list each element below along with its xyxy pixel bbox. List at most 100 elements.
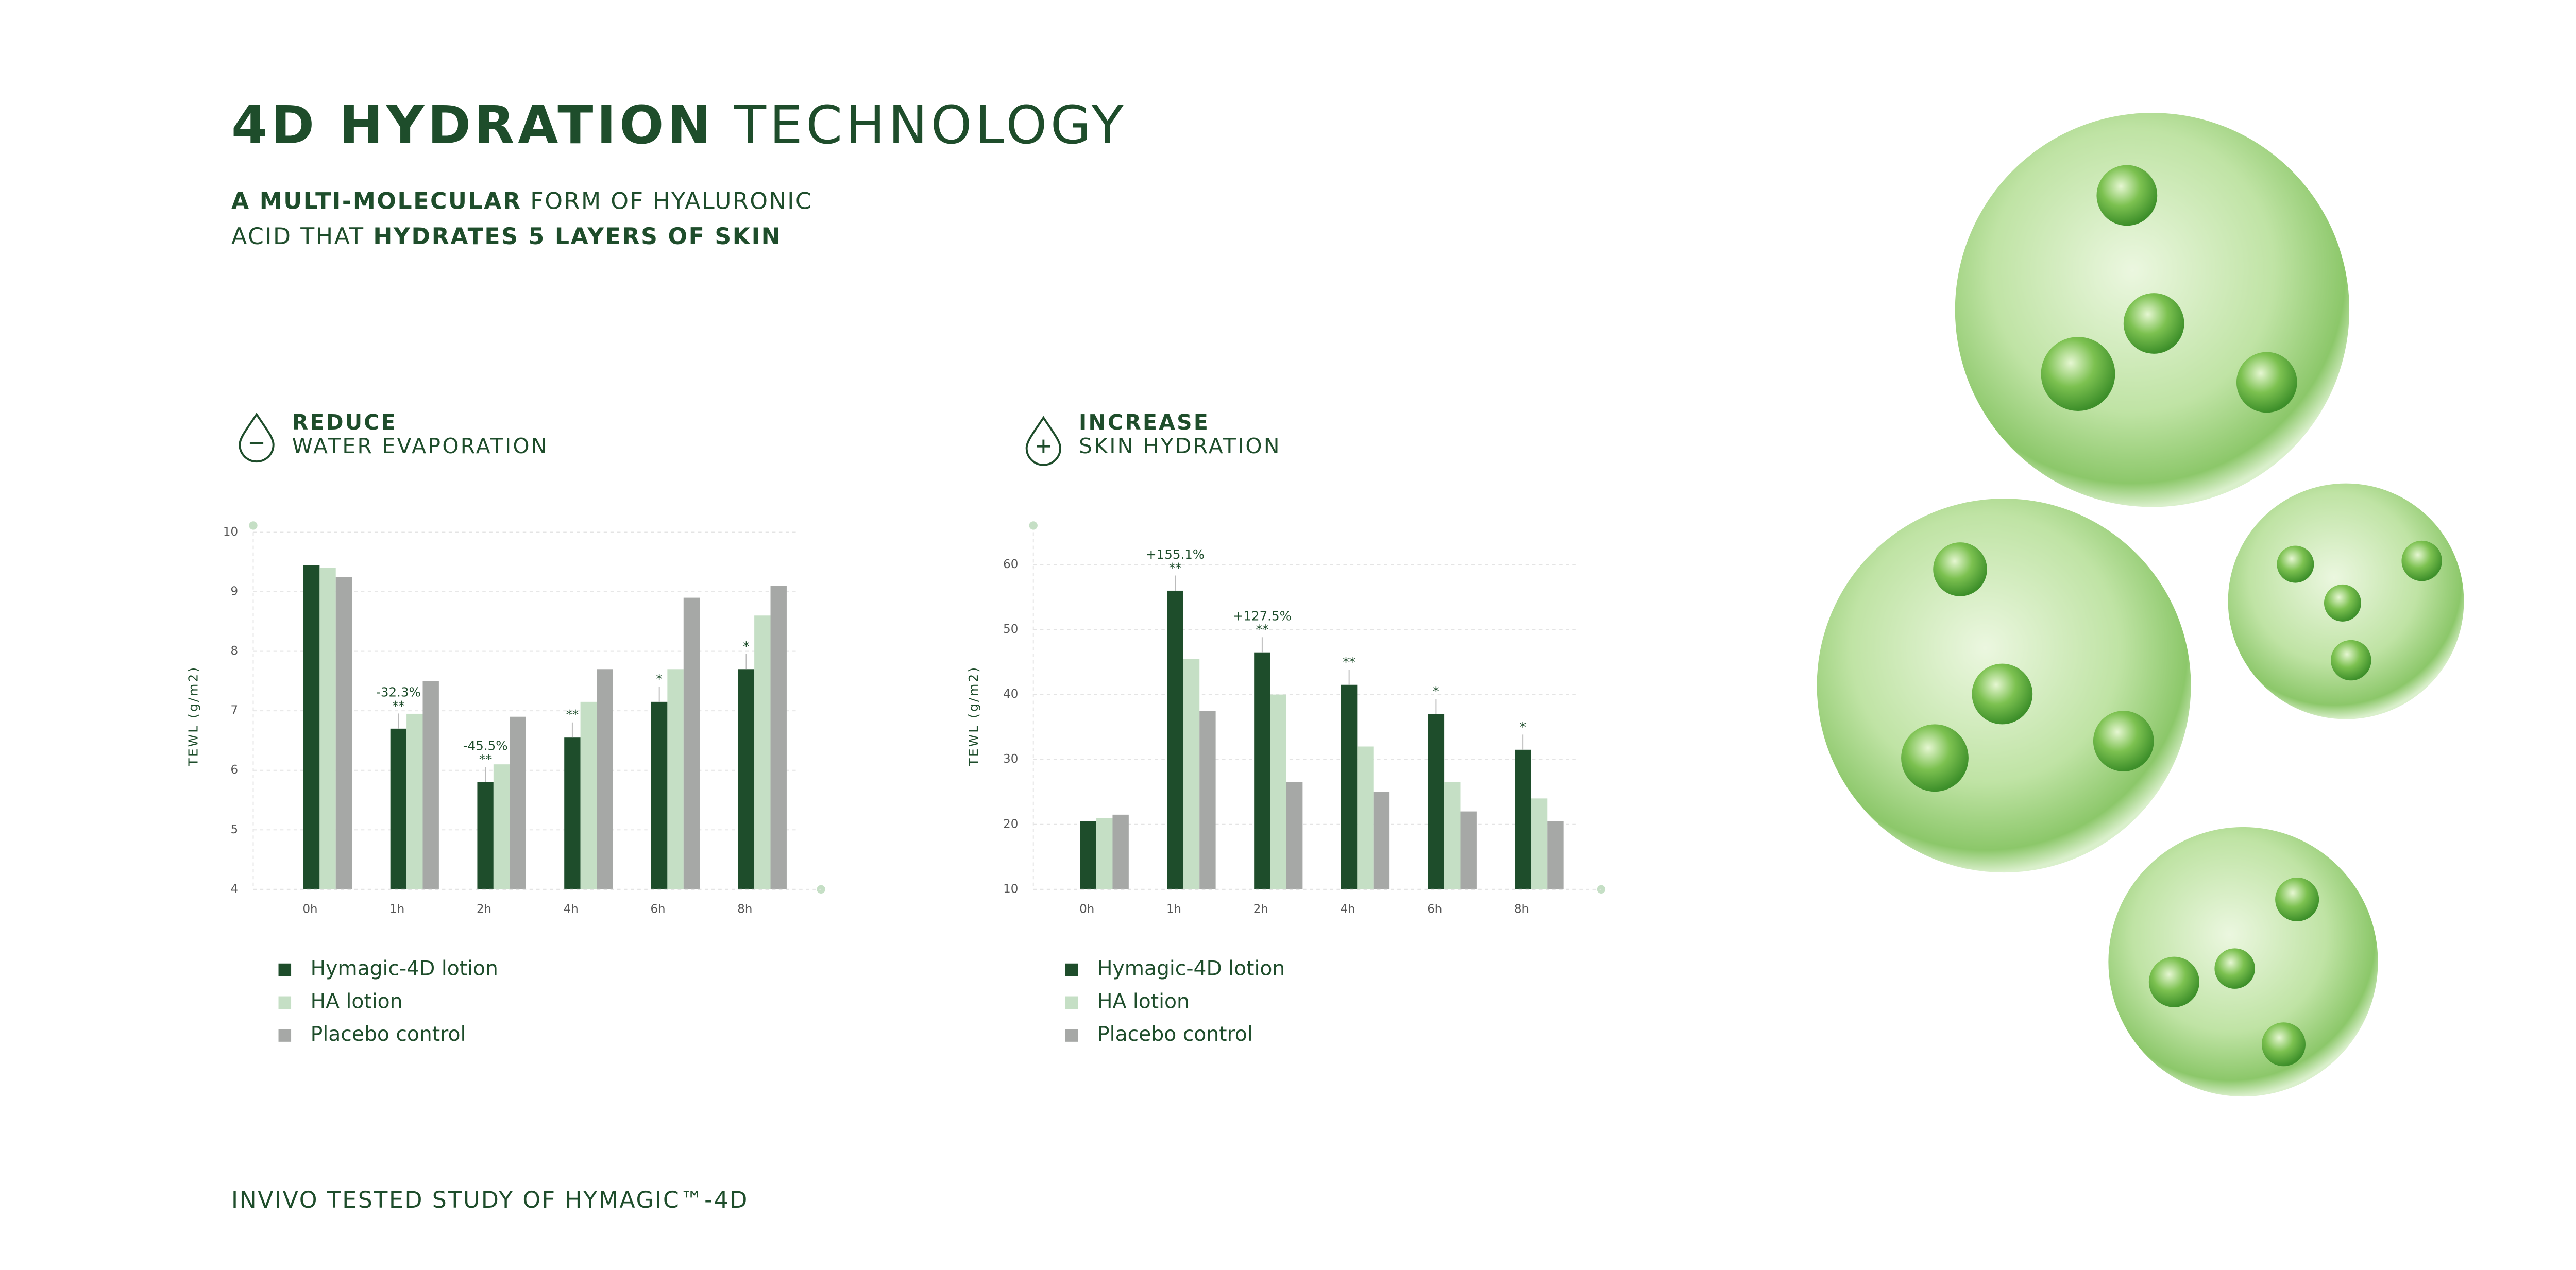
icon-plus-drop xyxy=(1025,416,1062,466)
bar xyxy=(1270,694,1286,889)
legend-swatch xyxy=(1065,996,1078,1009)
y-tick-label: 10 xyxy=(1003,882,1018,896)
y-tick-label: 5 xyxy=(230,823,238,836)
legend-swatch xyxy=(278,996,292,1009)
legend-swatch xyxy=(1065,1029,1078,1042)
significance-label: * xyxy=(743,639,749,654)
y-tick-label: 9 xyxy=(230,585,238,598)
bar xyxy=(510,716,526,889)
subtitle-line: A MULTI-MOLECULAR FORM OF HYALURONIC xyxy=(231,188,812,215)
bar xyxy=(303,565,320,889)
bar xyxy=(1460,811,1477,889)
significance-label: * xyxy=(656,672,663,687)
chart-subtitle: SKIN HYDRATION xyxy=(1079,434,1281,458)
title-bold: 4D HYDRATION xyxy=(231,95,714,156)
bar xyxy=(319,568,336,889)
footer: INVIVO TESTED STUDY OF HYMAGIC™-4D xyxy=(231,1187,749,1213)
significance-label: ** xyxy=(1343,655,1355,670)
bar xyxy=(683,597,700,889)
x-tick-label: 1h xyxy=(1166,903,1181,916)
bar xyxy=(493,764,510,889)
legend-label: Hymagic-4D lotion xyxy=(311,957,498,981)
bar xyxy=(651,701,668,889)
axis-dot xyxy=(1597,885,1606,894)
bar xyxy=(770,586,787,889)
bar xyxy=(1199,711,1216,889)
bar xyxy=(1515,749,1531,889)
legend-label: Placebo control xyxy=(1097,1023,1253,1046)
legend-swatch xyxy=(278,1029,292,1042)
bar xyxy=(1428,714,1445,889)
significance-label: ** xyxy=(1256,622,1269,637)
legend-label: HA lotion xyxy=(311,990,403,1013)
hyaluronic-bubbles xyxy=(1817,113,2464,1097)
subtitle-line: ACID THAT HYDRATES 5 LAYERS OF SKIN xyxy=(231,224,782,250)
y-tick-label: 60 xyxy=(1003,558,1018,571)
bar xyxy=(564,737,581,889)
x-tick-label: 4h xyxy=(1340,903,1355,916)
y-tick-label: 7 xyxy=(230,704,238,717)
bubble xyxy=(1817,499,2191,873)
y-tick-label: 8 xyxy=(230,644,238,658)
x-tick-label: 8h xyxy=(1514,903,1529,916)
subtitle-bold: HYDRATES 5 LAYERS OF SKIN xyxy=(373,224,782,250)
legend-swatch xyxy=(278,963,292,976)
chart-title: REDUCE xyxy=(292,410,397,435)
x-tick-label: 0h xyxy=(302,903,317,916)
y-axis-label: TEWL (g/m2) xyxy=(186,666,201,767)
icon-minus-drop xyxy=(239,413,275,463)
y-tick-label: 20 xyxy=(1003,817,1018,831)
bar xyxy=(1357,746,1374,889)
bubble xyxy=(1955,113,2350,507)
significance-label: ** xyxy=(479,752,492,767)
significance-label: * xyxy=(1433,684,1439,699)
x-tick-label: 1h xyxy=(389,903,404,916)
bar xyxy=(1080,821,1097,889)
legend-label: HA lotion xyxy=(1097,990,1190,1013)
bubble xyxy=(2228,483,2464,719)
bar xyxy=(738,669,755,889)
y-tick-label: 4 xyxy=(230,882,238,896)
significance-label: ** xyxy=(566,707,579,722)
significance-label: * xyxy=(1520,719,1526,734)
change-label: +155.1% xyxy=(1146,547,1205,562)
bar xyxy=(1373,792,1390,889)
bar xyxy=(390,728,407,889)
x-tick-label: 4h xyxy=(564,903,579,916)
y-tick-label: 50 xyxy=(1003,623,1018,636)
bar xyxy=(1254,652,1270,889)
bar xyxy=(754,615,771,889)
x-tick-label: 2h xyxy=(477,903,492,916)
bar xyxy=(1547,821,1564,889)
y-tick-label: 30 xyxy=(1003,752,1018,766)
bar xyxy=(335,577,352,889)
change-label: +127.5% xyxy=(1233,609,1292,624)
subtitle-regular: FORM OF HYALURONIC xyxy=(522,188,813,215)
bar xyxy=(1341,684,1358,889)
significance-label: ** xyxy=(1169,560,1182,575)
bar xyxy=(406,713,423,889)
x-tick-label: 2h xyxy=(1253,903,1268,916)
x-tick-label: 8h xyxy=(737,903,752,916)
bar xyxy=(667,669,684,889)
legend-label: Placebo control xyxy=(311,1023,466,1046)
title-regular: TECHNOLOGY xyxy=(714,95,1127,156)
subtitle-bold: A MULTI-MOLECULAR xyxy=(231,188,522,215)
bar xyxy=(1112,814,1129,889)
bar xyxy=(422,681,439,889)
change-label: -45.5% xyxy=(463,739,508,753)
bar xyxy=(1167,590,1183,889)
significance-label: ** xyxy=(392,698,405,713)
chart-title: INCREASE xyxy=(1079,410,1210,435)
axis-dot xyxy=(1029,521,1038,530)
change-label: -32.3% xyxy=(376,685,421,700)
y-tick-label: 40 xyxy=(1003,688,1018,701)
x-tick-label: 6h xyxy=(651,903,666,916)
bar xyxy=(1531,798,1548,889)
bar xyxy=(580,701,597,889)
x-tick-label: 6h xyxy=(1427,903,1442,916)
